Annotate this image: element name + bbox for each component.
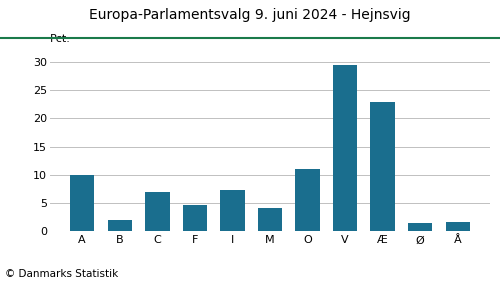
Bar — [108, 220, 132, 231]
Bar — [145, 192, 170, 231]
Bar — [258, 208, 282, 231]
Bar — [182, 205, 207, 231]
Bar — [370, 102, 395, 231]
Bar — [408, 223, 432, 231]
Bar — [446, 222, 470, 231]
Bar — [296, 169, 320, 231]
Bar — [220, 190, 244, 231]
Bar — [333, 65, 357, 231]
Text: Pct.: Pct. — [50, 34, 71, 43]
Text: Europa-Parlamentsvalg 9. juni 2024 - Hejnsvig: Europa-Parlamentsvalg 9. juni 2024 - Hej… — [89, 8, 411, 23]
Bar — [70, 175, 94, 231]
Text: © Danmarks Statistik: © Danmarks Statistik — [5, 269, 118, 279]
